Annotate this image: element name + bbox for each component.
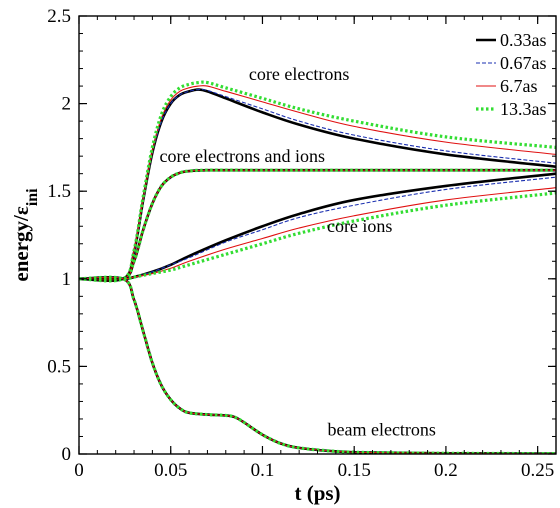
beam-electrons-line-6.7as: [79, 276, 556, 454]
legend-label-6.7as: 6.7as: [500, 76, 538, 96]
core-electrons-and-ions-line-0.67as: [79, 169, 556, 281]
annotation-core-electrons-and-ions: core electrons and ions: [160, 146, 325, 166]
legend-label-0.67as: 0.67as: [500, 53, 547, 73]
legend: 0.33as 0.67as 6.7as 13.3as: [476, 30, 547, 119]
annotations-layer: core electrons core electrons and ions cor…: [160, 64, 436, 440]
core-ions-line-13.3as: [79, 191, 556, 281]
y-axis-title: energy/εini: [9, 188, 41, 282]
beam-electrons-line-13.3as: [79, 275, 556, 454]
core-electrons-line-0.33as: [79, 88, 556, 283]
annotation-core-ions: core ions: [327, 216, 392, 236]
x-tick-label: 0.15: [338, 460, 371, 481]
y-tick-label: 1: [62, 269, 72, 290]
core-electrons-line-6.7as: [79, 85, 556, 282]
y-axis-title-subscript: ini: [24, 188, 41, 206]
x-tick-label: 0.1: [251, 460, 275, 481]
x-tick-label: 0.05: [154, 460, 187, 481]
beam-electrons-line-0.67as: [79, 276, 556, 454]
core-electrons-and-ions-line-6.7as: [79, 169, 556, 281]
annotation-beam-electrons: beam electrons: [327, 419, 435, 439]
y-tick-label: 1.5: [47, 181, 71, 202]
annotation-core-electrons: core electrons: [249, 64, 349, 84]
core-ions-line-0.33as: [79, 172, 556, 281]
ticks-layer: 0 0.05 0.1 0.15 0.2 0.25 0 0.5 1 1.5 2 2.5: [47, 6, 556, 481]
core-electrons-and-ions-line-13.3as: [79, 168, 556, 282]
core-electrons-and-ions-line-0.33as: [79, 168, 556, 282]
core-electrons-line-0.67as: [79, 88, 556, 282]
y-tick-label: 2: [62, 94, 72, 115]
y-tick-label: 2.5: [47, 6, 71, 27]
x-tick-label: 0.25: [521, 460, 554, 481]
x-axis-title: t (ps): [294, 481, 340, 505]
legend-label-13.3as: 13.3as: [500, 99, 547, 119]
y-tick-label: 0: [62, 444, 72, 465]
beam-electrons-line-0.33as: [79, 275, 556, 454]
core-ions-line-6.7as: [79, 187, 556, 280]
core-electrons-line-13.3as: [79, 80, 556, 283]
y-tick-label: 0.5: [47, 356, 71, 377]
curves-layer: [79, 80, 556, 454]
curve-group: [79, 80, 556, 454]
x-tick-label: 0: [74, 460, 84, 481]
legend-label-0.33as: 0.33as: [500, 30, 547, 50]
x-tick-label: 0.2: [434, 460, 458, 481]
